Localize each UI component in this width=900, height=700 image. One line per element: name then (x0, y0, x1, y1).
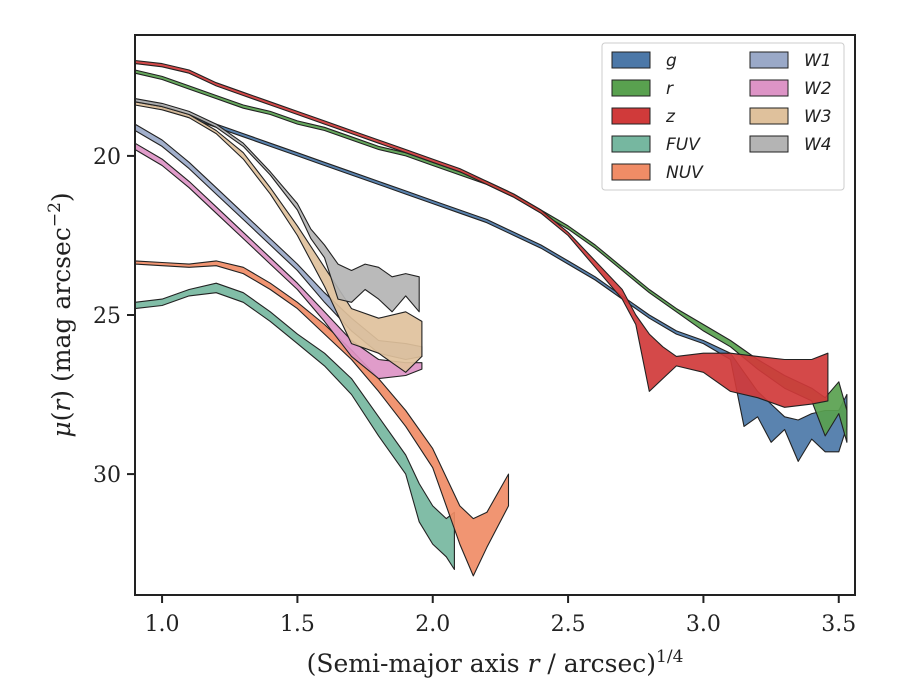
legend-swatch-w1 (749, 51, 789, 69)
legend-label-w1: W1 (804, 51, 832, 71)
series-bands (134, 59, 848, 577)
band-w2 (134, 142, 423, 380)
legend-label-w2: W2 (804, 79, 832, 99)
y-axis: 20 25 30 (93, 145, 135, 488)
x-tick-label: 2.0 (415, 612, 450, 637)
y-tick-label: 20 (93, 145, 121, 170)
legend: grz FUV NUV W1 W2 W3 W4 (601, 42, 845, 191)
x-tick-label: 2.5 (551, 612, 586, 637)
band-z (134, 59, 829, 408)
legend-label-fuv: FUV (666, 135, 701, 155)
x-tick-label: 1.0 (145, 612, 180, 637)
legend-swatch-nuv (611, 163, 651, 181)
x-tick-label: 3.0 (686, 612, 721, 637)
legend-swatch-w2 (749, 79, 789, 97)
x-tick-label: 3.5 (821, 612, 856, 637)
band-r (134, 69, 848, 443)
band-w3 (134, 101, 423, 373)
legend-label-w3: W3 (804, 107, 832, 127)
y-axis-label: μ(r) (mag arcsec−2) (45, 192, 76, 437)
legend-label-r: r (666, 79, 674, 99)
legend-swatch-r (611, 79, 651, 97)
x-axis: 1.0 1.5 2.0 2.5 3.0 3.5 (145, 595, 856, 637)
legend-swatch-w4 (749, 135, 789, 153)
y-tick-label: 30 (93, 463, 121, 488)
x-tick-label: 1.5 (280, 612, 315, 637)
band-w4 (134, 98, 420, 313)
legend-label-nuv: NUV (666, 163, 704, 183)
y-tick-label: 25 (93, 304, 121, 329)
x-axis-label: (Semi-major axis r / arcsec)1/4 (307, 647, 684, 678)
legend-label-w4: W4 (804, 135, 832, 155)
legend-swatch-g (611, 51, 651, 69)
legend-swatch-fuv (611, 135, 651, 153)
band-nuv (134, 260, 510, 577)
legend-label-z: z (665, 107, 676, 127)
legend-swatch-w3 (749, 107, 789, 125)
band-fuv (134, 282, 455, 571)
legend-swatch-z (611, 107, 651, 125)
legend-label-g: g (666, 51, 677, 71)
